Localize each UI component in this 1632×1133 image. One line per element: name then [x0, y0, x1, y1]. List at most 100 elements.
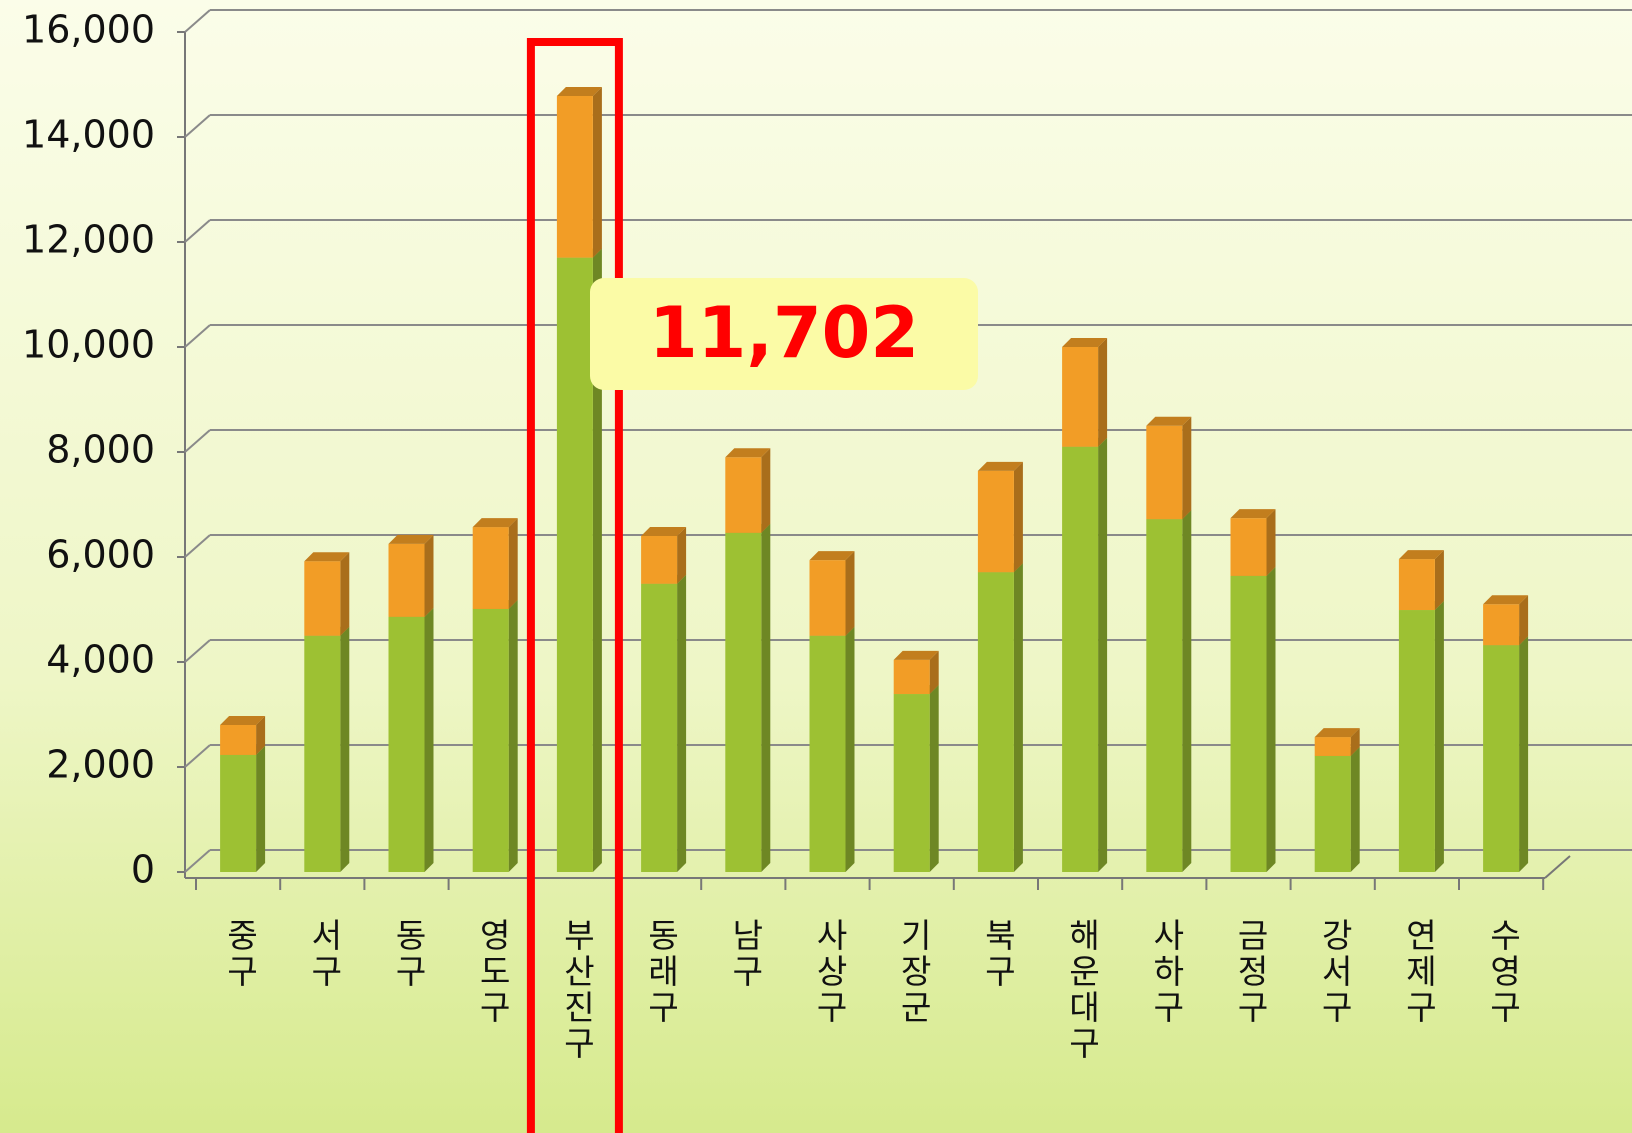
x-tick-label: 사하구 [1147, 918, 1186, 1026]
bar-front [1398, 559, 1435, 611]
bar-side [929, 650, 939, 695]
bar-top [1314, 728, 1360, 738]
grid-line [184, 429, 1632, 453]
grid-depth [184, 744, 211, 768]
bar-segment [809, 551, 855, 636]
bar-side [1350, 746, 1360, 872]
bar-front [556, 257, 593, 872]
x-tick-label: 사상구 [810, 918, 849, 1026]
bar-side [1266, 509, 1276, 576]
bar-side [845, 626, 855, 872]
bar-side [1182, 416, 1192, 520]
grid-depth [184, 219, 211, 243]
bar-top [1230, 509, 1276, 519]
grid-depth [184, 639, 211, 663]
bar-front [725, 457, 762, 533]
bar-top [893, 650, 939, 660]
bar-segment [1146, 510, 1192, 872]
bar-side [1350, 728, 1360, 756]
bar-front [472, 527, 509, 609]
bar-side [1098, 437, 1108, 872]
y-tick-label: 10,000 [22, 323, 155, 367]
bar-side [1519, 595, 1529, 646]
annotation-box [590, 278, 978, 390]
bar-front [725, 532, 762, 872]
bar-side [929, 685, 939, 872]
bar-front [1146, 425, 1183, 520]
bar-segment [725, 523, 771, 872]
bar-side [1266, 566, 1276, 872]
bar-segment [1230, 566, 1276, 872]
value-label: 11,702 [649, 292, 919, 374]
bar-side [1098, 338, 1108, 447]
bar-segment [1230, 509, 1276, 576]
bar-front [304, 635, 341, 872]
grid-line [184, 534, 1632, 558]
bar-side [256, 745, 266, 872]
bar-segment [388, 534, 434, 617]
bar-segment [220, 716, 266, 755]
bar-front [1483, 645, 1520, 872]
bar-front [388, 616, 425, 872]
x-tick-label: 영도구 [473, 918, 512, 1026]
bar-front [220, 754, 257, 872]
bar-top [809, 551, 855, 561]
bar-segment [556, 248, 602, 872]
bar-segment [1483, 636, 1529, 872]
grid-depth [184, 429, 211, 453]
y-tick-label: 12,000 [22, 218, 155, 262]
bar-segment [977, 563, 1023, 872]
bar-front [1314, 737, 1351, 756]
bar-segment [1398, 550, 1444, 611]
bar-segment [1398, 601, 1444, 872]
bar-segment [1062, 437, 1108, 872]
bar-side [677, 527, 687, 584]
bar-side [340, 552, 350, 636]
grid-line [184, 9, 1632, 33]
bar-front [809, 635, 846, 872]
bar-front [1483, 604, 1520, 646]
bar-segment [388, 607, 434, 872]
y-tick-label: 14,000 [22, 113, 155, 157]
bar-side [256, 716, 266, 755]
bar-top [472, 518, 518, 528]
bar-front [1230, 518, 1267, 576]
bar-segment [1062, 338, 1108, 447]
x-tick-label: 서구 [305, 918, 344, 990]
x-tick-label: 연제구 [1399, 918, 1438, 1026]
bar-front [641, 583, 678, 872]
y-tick-label: 16,000 [22, 8, 155, 52]
bar-front [472, 608, 509, 872]
bar-front [1398, 610, 1435, 872]
bar-side [508, 518, 518, 609]
x-tick-label: 해운대구 [1063, 918, 1102, 1062]
bar-front [1314, 755, 1351, 872]
bar-segment [1314, 728, 1360, 756]
bar-front [893, 694, 930, 872]
bar-front [977, 572, 1014, 872]
bar-side [424, 534, 434, 617]
y-tick-label: 6,000 [46, 533, 155, 577]
bar-side [1013, 563, 1023, 872]
bar-front [1062, 347, 1099, 447]
bar-top [1483, 595, 1529, 605]
bar-segment [893, 650, 939, 695]
bar-front [304, 561, 341, 636]
x-tick-label: 금정구 [1231, 918, 1270, 1026]
bar-top [220, 716, 266, 725]
bar-side [761, 448, 771, 533]
bar-side [845, 551, 855, 636]
grid-depth [184, 9, 211, 33]
bar-top [725, 448, 771, 458]
bar-top [304, 552, 350, 562]
bar-segment [809, 626, 855, 872]
x-axis-depth [1544, 855, 1571, 879]
bar-top [556, 86, 602, 96]
y-tick-label: 4,000 [46, 638, 155, 682]
bar-front [1062, 446, 1099, 872]
grid-line [184, 219, 1632, 243]
bar-top [388, 534, 434, 544]
bar-side [592, 86, 602, 258]
